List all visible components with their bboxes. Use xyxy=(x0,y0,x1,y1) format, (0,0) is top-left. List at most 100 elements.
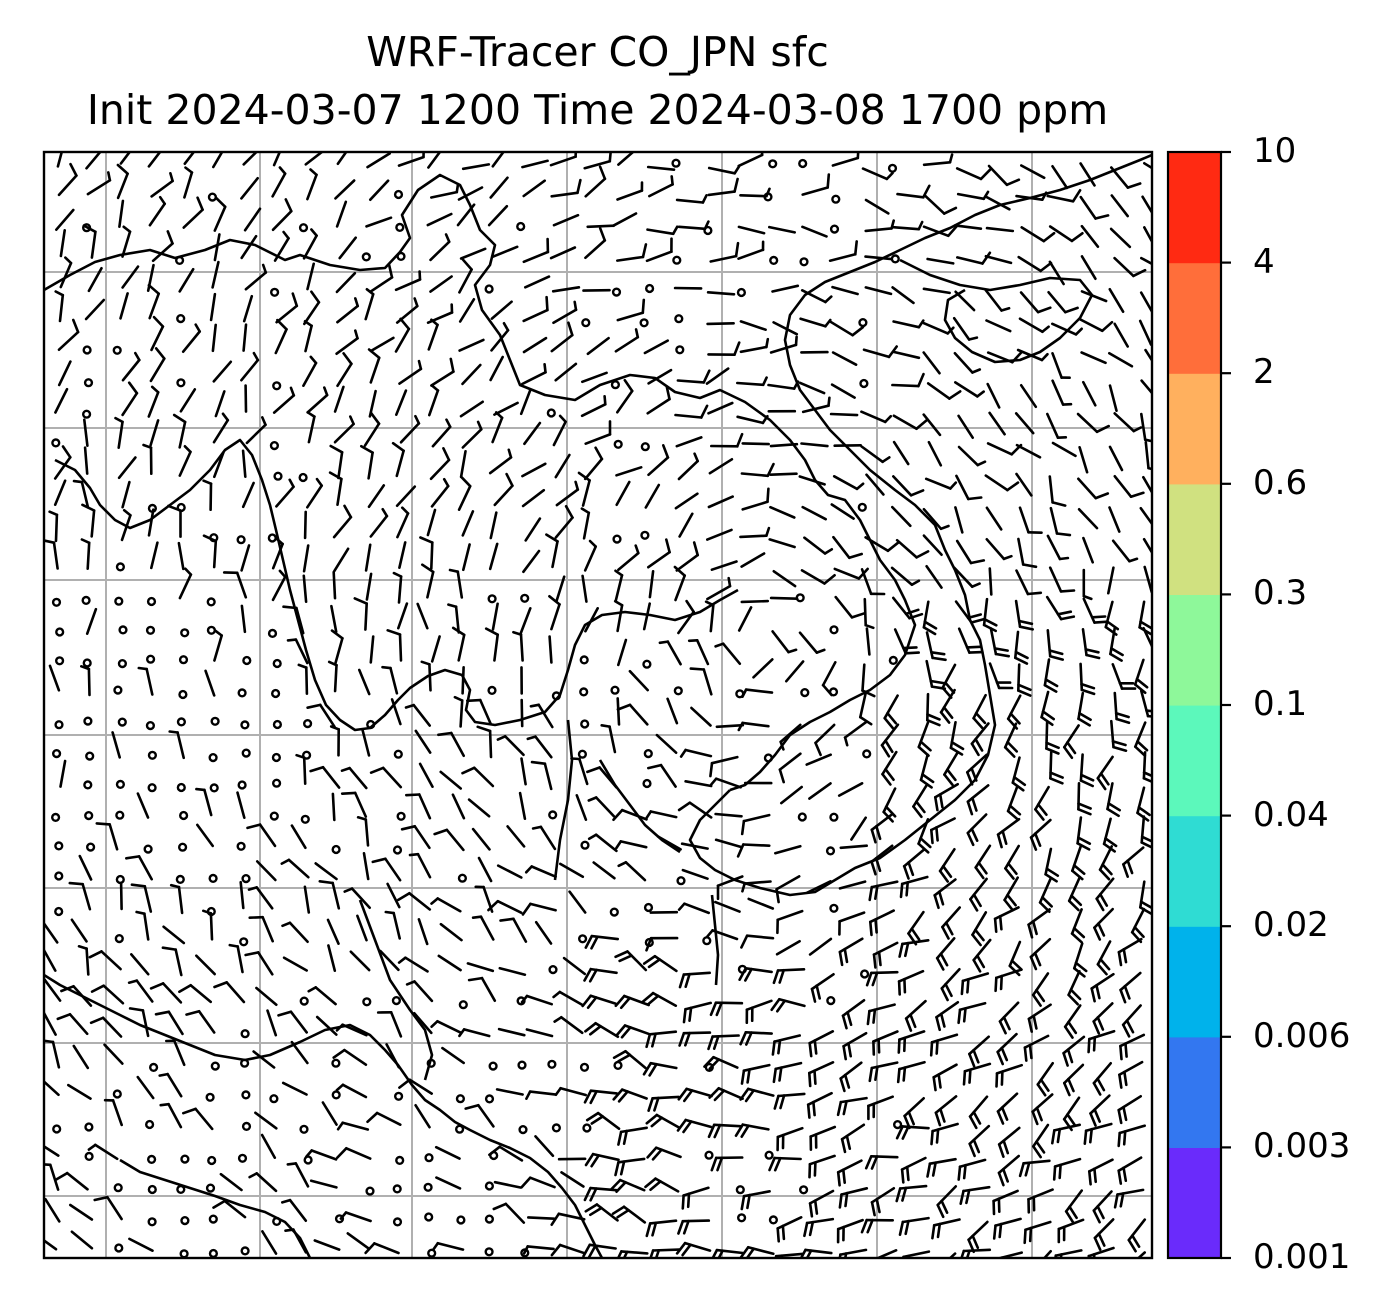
wind-barb xyxy=(476,725,493,759)
wind-barb xyxy=(615,840,648,850)
calm-wind-circle xyxy=(487,685,497,696)
wind-barb xyxy=(214,390,226,418)
wind-barb xyxy=(705,528,733,541)
wind-barb xyxy=(434,1145,461,1160)
calm-wind-circle xyxy=(393,749,403,759)
wind-barb xyxy=(575,793,588,822)
wind-barb xyxy=(677,599,696,635)
wind-barb xyxy=(584,227,607,260)
wind-barb xyxy=(426,508,437,537)
wind-barb xyxy=(706,576,732,601)
wind-barb xyxy=(1093,1218,1115,1251)
calm-wind-circle xyxy=(458,1000,468,1010)
wind-barb xyxy=(768,538,796,549)
wind-barb xyxy=(183,152,196,165)
wind-barb xyxy=(897,1030,926,1054)
wind-barb xyxy=(306,410,316,444)
calm-wind-circle xyxy=(237,1153,248,1163)
wind-barb xyxy=(922,321,955,335)
wind-barb xyxy=(80,664,91,697)
calm-wind-circle xyxy=(551,691,562,701)
wind-barb xyxy=(103,1098,123,1127)
coastline-vertical-b xyxy=(710,894,720,986)
wind-barb xyxy=(891,372,925,388)
wind-barb xyxy=(59,256,73,289)
calm-wind-circle xyxy=(176,378,186,388)
calm-wind-circle xyxy=(581,318,591,328)
wind-barb xyxy=(150,541,159,570)
calm-wind-circle xyxy=(113,1183,123,1193)
wind-barb xyxy=(116,163,129,200)
wind-barb xyxy=(752,658,774,679)
calm-wind-circle xyxy=(396,251,406,262)
wind-barb xyxy=(628,669,650,692)
wind-barb xyxy=(673,565,687,602)
wind-barb xyxy=(713,900,741,913)
wind-barb xyxy=(522,179,547,198)
wind-barb xyxy=(332,504,353,539)
wind-barb xyxy=(136,1075,155,1100)
wind-barb xyxy=(707,177,739,197)
wind-barb xyxy=(305,1149,338,1161)
wind-barb xyxy=(941,906,962,940)
wind-barb xyxy=(646,538,671,569)
wind-barb xyxy=(864,198,890,215)
calm-wind-circle xyxy=(241,1090,251,1100)
wind-barb xyxy=(54,290,65,323)
wind-barb xyxy=(1110,194,1129,218)
wind-barb xyxy=(674,492,699,510)
wind-barb xyxy=(704,600,715,633)
wind-barb xyxy=(390,698,402,726)
map-frame xyxy=(42,150,1154,1260)
wind-barb xyxy=(451,626,466,662)
wind-barb xyxy=(552,300,578,325)
wind-barb xyxy=(709,241,740,263)
wind-barb xyxy=(1130,907,1146,944)
wind-barb xyxy=(496,864,523,879)
calm-wind-circle xyxy=(54,871,64,881)
wind-barb xyxy=(356,914,368,942)
calm-wind-circle xyxy=(858,318,868,328)
wind-barb xyxy=(616,703,649,726)
wind-barb xyxy=(335,1147,372,1160)
wind-barb xyxy=(956,190,990,201)
wind-barb xyxy=(281,1081,308,1096)
wind-barb xyxy=(44,1198,61,1223)
wind-barb xyxy=(681,1186,710,1210)
wind-barb xyxy=(1108,351,1134,368)
wind-barb xyxy=(484,627,500,662)
wind-barb xyxy=(864,1155,899,1170)
wind-barb xyxy=(498,966,527,977)
wind-barb xyxy=(531,825,557,851)
wind-barb xyxy=(1034,785,1050,821)
wind-barb xyxy=(313,1239,341,1251)
wind-barb xyxy=(244,951,274,976)
wind-barb xyxy=(836,1096,868,1117)
wind-barbs xyxy=(44,152,1152,1258)
wind-barb xyxy=(362,851,370,881)
wind-barb xyxy=(346,1232,371,1250)
calm-wind-circle xyxy=(115,562,126,572)
wind-barb xyxy=(1102,817,1118,853)
calm-wind-circle xyxy=(208,752,218,763)
wind-barb xyxy=(953,351,982,374)
wind-barb xyxy=(739,320,767,332)
calm-wind-circle xyxy=(395,1155,405,1166)
wind-barb xyxy=(892,440,910,466)
wind-barb xyxy=(95,822,119,851)
wind-barb xyxy=(938,847,956,883)
wind-barb xyxy=(769,442,799,448)
calm-wind-circle xyxy=(828,687,839,697)
wind-barb xyxy=(985,537,1013,561)
wind-barb xyxy=(489,355,505,382)
wind-barb xyxy=(420,563,435,599)
wind-barb xyxy=(1144,348,1152,363)
wind-barb xyxy=(1092,1002,1114,1035)
wind-barb xyxy=(491,152,506,168)
calm-wind-circle xyxy=(365,1186,375,1196)
wind-barb xyxy=(290,1040,309,1065)
wind-barb xyxy=(953,224,983,230)
wind-barb xyxy=(82,224,97,259)
wind-barb xyxy=(111,731,121,759)
wind-barb xyxy=(924,477,958,490)
